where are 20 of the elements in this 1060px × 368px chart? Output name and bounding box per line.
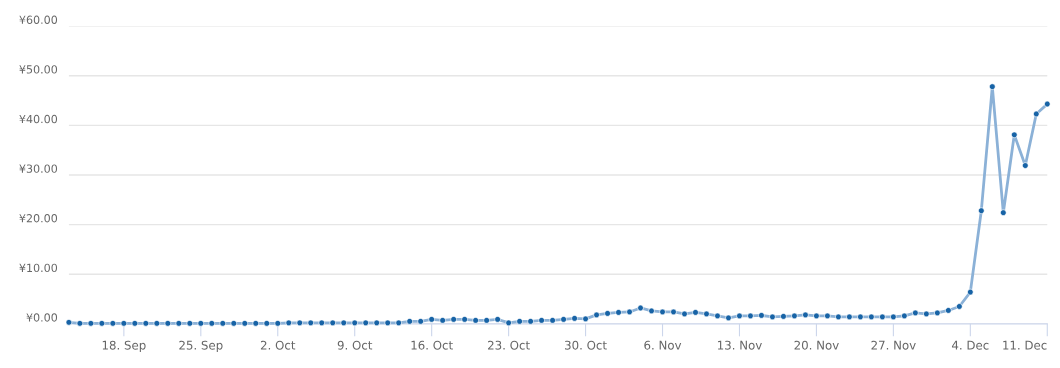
y-tick-label: ¥30.00: [19, 164, 58, 173]
x-tick-label: 27. Nov: [871, 340, 916, 350]
x-tick-label: 18. Sep: [102, 340, 146, 352]
x-tick-label: 25. Sep: [179, 340, 223, 352]
y-tick-label: ¥0.00: [26, 313, 58, 322]
x-tick-label: 30. Oct: [565, 340, 607, 350]
x-tick-label: 6. Nov: [644, 340, 682, 350]
x-tick-label: 16. Oct: [411, 340, 453, 350]
x-tick-label: 2. Oct: [260, 340, 296, 350]
x-tick-label: 11. Dec: [1003, 340, 1047, 350]
y-tick-label: ¥50.00: [19, 65, 58, 74]
y-tick-label: ¥40.00: [19, 114, 58, 124]
x-tick-label: 9. Oct: [337, 340, 373, 350]
x-tick-label: 20. Nov: [794, 340, 839, 350]
x-tick-label: 23. Oct: [488, 340, 530, 350]
x-tick-label: 4. Dec: [951, 340, 989, 350]
y-tick-label: ¥10.00: [19, 263, 58, 273]
y-tick-label: ¥20.00: [19, 214, 58, 223]
x-tick-label: 13. Nov: [717, 340, 762, 350]
y-tick-label: ¥60.00: [19, 15, 58, 24]
